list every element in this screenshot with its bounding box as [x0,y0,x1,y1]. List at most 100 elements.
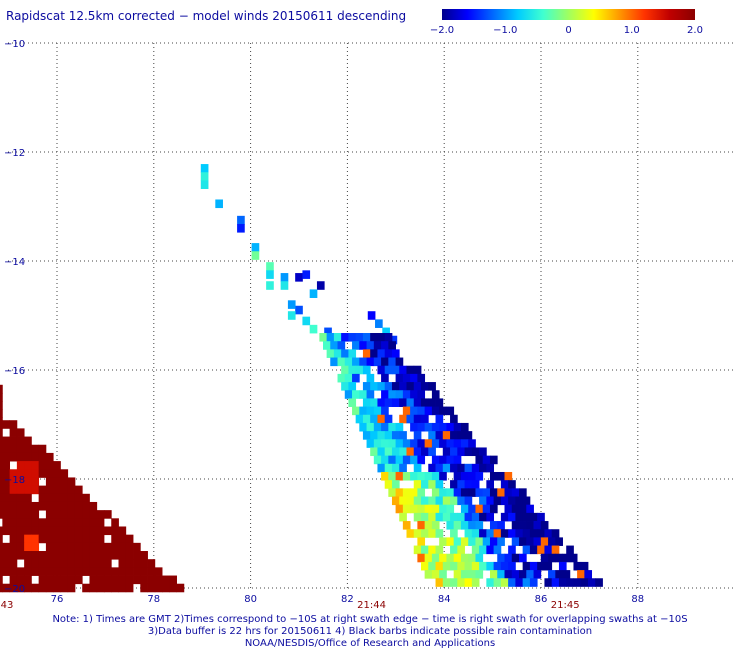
wind-diff-cell [370,447,378,457]
wind-diff-cell [595,578,603,587]
wind-diff-cell [366,439,375,448]
wind-diff-cell [31,452,40,462]
wind-diff-cell [341,382,349,391]
wind-diff-cell [111,526,119,536]
wind-diff-cell [287,300,296,309]
wind-diff-cell [9,469,18,478]
wind-diff-cell [111,567,119,576]
wind-diff-cell [399,365,407,375]
wind-diff-cell [9,583,18,593]
wind-diff-cell [2,583,11,593]
wind-diff-cell [381,471,389,481]
wind-diff-cell [406,496,415,506]
wind-diff-cell [118,559,127,568]
wind-diff-cell [428,431,436,440]
wind-diff-cell [464,431,473,440]
time-label: 21:45 [551,600,580,610]
wind-diff-cell [103,559,112,568]
wind-diff-cell [0,542,3,552]
wind-diff-cell [0,477,3,487]
wind-diff-cell [402,455,411,465]
wind-diff-cell [489,570,498,579]
wind-diff-cell [16,575,25,585]
wind-diff-cell [428,398,436,407]
lon-tick-label: 80 [244,594,257,605]
wind-diff-cell [410,439,418,448]
wind-diff-cell [439,455,447,465]
wind-diff-cell [0,417,3,427]
wind-diff-cell [468,570,476,579]
wind-diff-cell [450,529,458,538]
wind-diff-cell [280,281,289,290]
wind-diff-cell [435,529,444,538]
wind-diff-cell [475,537,484,546]
wind-diff-cell [500,561,509,571]
wind-diff-cell [475,488,484,497]
wind-diff-cell [428,529,436,538]
wind-diff-cell [515,496,524,506]
wind-diff-cell [366,373,375,383]
wind-diff-cell [370,382,378,391]
wind-diff-cell [16,477,25,487]
wind-diff-cell [89,501,98,511]
wind-diff-cell [82,559,90,568]
wind-diff-cell [569,553,578,563]
wind-diff-cell [508,496,516,506]
wind-diff-cell [67,575,76,585]
wind-diff-cell [67,485,76,495]
wind-diff-cell [9,444,18,454]
wind-diff-cell [410,373,418,383]
wind-diff-cell [413,398,422,407]
wind-diff-cell [482,488,491,497]
wind-diff-cell [125,583,134,593]
wind-diff-cell [526,521,534,530]
wind-diff-cell [200,180,209,189]
wind-diff-cell [24,526,32,536]
wind-diff-cell [67,477,76,487]
wind-diff-cell [133,567,141,576]
wind-diff-cell [24,583,32,593]
colorbar-tick-label: −1.0 [493,25,517,36]
wind-diff-cell [428,447,436,457]
wind-diff-cell [31,518,40,527]
wind-diff-cell [489,471,498,481]
wind-diff-cell [489,537,498,546]
wind-diff-cell [24,542,32,552]
wind-diff-cell [519,504,527,514]
wind-diff-cell [522,496,531,506]
wind-diff-cell [424,570,433,579]
wind-diff-cell [428,382,436,391]
wind-diff-cell [38,526,47,536]
wind-diff-cell [16,428,25,437]
wind-diff-cell [486,512,495,522]
wind-diff-cell [348,398,357,407]
wind-diff-cell [45,559,54,568]
wind-diff-cell [395,488,404,497]
wind-diff-cell [464,480,473,489]
wind-diff-cell [497,553,505,563]
wind-diff-cell [24,452,32,462]
wind-diff-cell [544,561,553,571]
wind-diff-cell [468,521,476,530]
wind-diff-cell [0,384,3,394]
wind-diff-cell [60,583,69,593]
wind-diff-cell [464,496,473,506]
wind-diff-cell [96,510,105,519]
wind-diff-cell [558,578,567,587]
wind-diff-cell [428,545,436,555]
wind-diff-cell [381,390,389,399]
wind-diff-cell [442,431,451,440]
wind-diff-cell [442,512,451,522]
wind-diff-cell [31,469,40,478]
wind-diff-cell [82,583,90,593]
wind-diff-cell [435,431,444,440]
wind-diff-cell [555,570,563,579]
wind-diff-cell [9,518,18,527]
wind-diff-cell [2,444,11,454]
wind-diff-cell [370,333,378,342]
wind-diff-cell [486,463,495,473]
wind-diff-cell [468,504,476,514]
wind-diff-cell [147,559,156,568]
wind-diff-cell [337,341,346,350]
wind-diff-cell [82,501,90,511]
